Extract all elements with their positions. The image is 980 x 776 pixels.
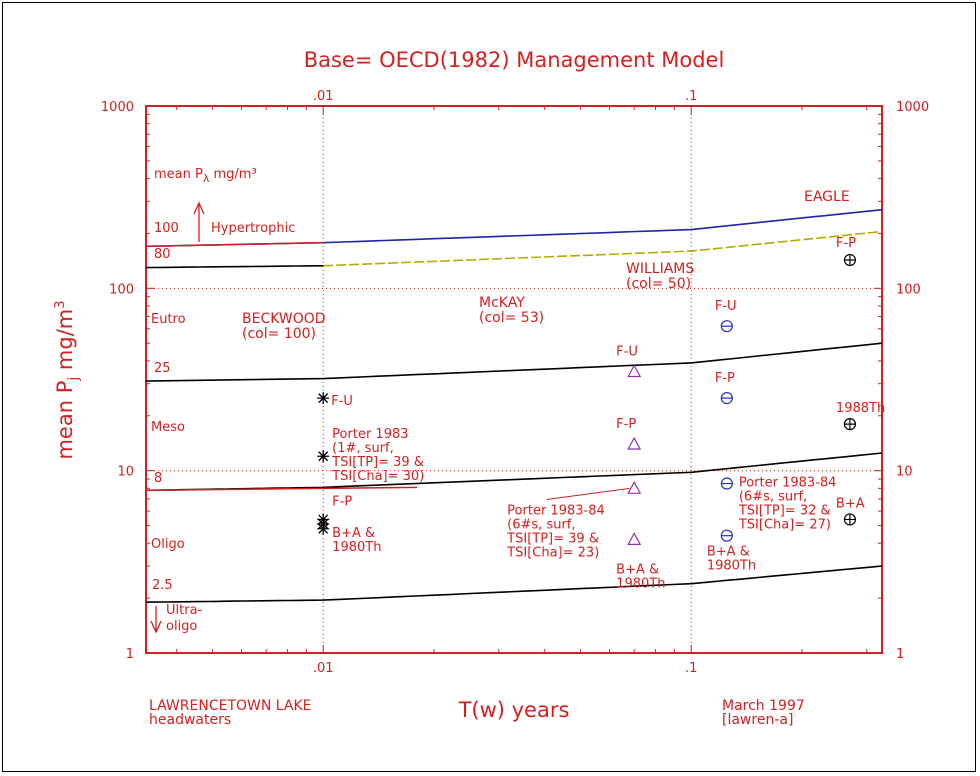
inlet-label: mean Pλ mg/m³: [154, 167, 257, 185]
data-point-circle-plus: [844, 418, 856, 430]
data-point-label: F-P: [836, 236, 856, 251]
data-point-triangle: [627, 532, 642, 545]
data-point-label: F-U: [616, 344, 638, 359]
footer-left: LAWRENCETOWN LAKE: [149, 698, 312, 714]
up-arrow-icon: [193, 201, 205, 242]
trophic-curve: [145, 565, 883, 603]
data-point-label: B+A &: [332, 526, 375, 541]
trophic-curve: [145, 342, 883, 382]
footer-right: [lawren-a]: [722, 712, 793, 728]
down-arrow-icon: [150, 606, 162, 634]
meso-boundary-segment: [145, 486, 418, 492]
trophic-label-eutro: Eutro: [151, 312, 186, 327]
trophic-label-oligo: Oligo: [151, 537, 185, 552]
data-point-label: TSI[Cha]= 30): [331, 469, 424, 484]
data-point-label: B+A: [836, 496, 865, 511]
x-tick-label-top: .01: [313, 89, 334, 104]
y-tick-label-right: 100: [896, 282, 921, 297]
data-point-label: B+A &: [707, 545, 750, 560]
trophic-curve: [323, 230, 883, 267]
data-point-asterisk: [317, 517, 330, 530]
data-point-asterisk: [317, 392, 330, 405]
data-point-label: B+A &: [616, 562, 659, 577]
trophic-value-label: 2.5: [152, 578, 173, 593]
data-point-label: TSI[Cha]= 23): [506, 545, 599, 560]
data-point-label: F-P: [616, 417, 636, 432]
x-tick-label-bottom: .1: [685, 661, 697, 676]
data-point-label: F-U: [331, 394, 353, 409]
y-tick-label-right: 1: [896, 647, 904, 662]
y-tick-label-left: 100: [109, 282, 134, 297]
trophic-label-ultra: oligo: [166, 619, 197, 634]
data-point-asterisk: [317, 450, 330, 463]
footer-left: headwaters: [149, 712, 231, 728]
trophic-label-ultra: Ultra-: [166, 603, 203, 618]
site-label-beckwood: (col= 100): [242, 326, 316, 342]
site-label-mckay: (col= 53): [479, 310, 544, 326]
data-point-label: (6#s, surf,: [739, 490, 807, 505]
data-point-label: 1980Th: [616, 576, 665, 591]
data-point-circle-plus: [844, 513, 856, 525]
chart-title: Base= OECD(1982) Management Model: [304, 48, 725, 72]
data-point-label: Porter 1983-84: [739, 476, 837, 491]
data-point-label: F-U: [715, 299, 737, 314]
y-tick-label-left: 10: [117, 465, 134, 480]
site-label-mckay: McKAY: [479, 295, 525, 311]
data-point-label: Porter 1983: [332, 427, 408, 442]
trophic-label-hypertrophic: Hypertrophic: [211, 221, 295, 236]
y-axis-label: mean Pj mg/m3: [53, 300, 82, 459]
data-point-label: TSI[TP]= 39 &: [506, 531, 599, 546]
data-point-label: F-P: [715, 371, 735, 386]
data-point-label: 1980Th: [332, 540, 381, 555]
data-point-label: TSI[TP]= 32 &: [738, 504, 831, 519]
y-tick-label-left: 1000: [101, 100, 134, 115]
trophic-value-label: 25: [154, 361, 171, 376]
x-tick-label-bottom: .01: [313, 661, 334, 676]
site-label-williams: (col= 50): [626, 276, 691, 292]
plot-area: [145, 105, 883, 654]
data-point-label: 1980Th: [707, 559, 756, 574]
data-point-label: (1#, surf,: [332, 441, 394, 456]
trophic-curve: [145, 265, 324, 269]
data-point-label: Porter 1983-84: [507, 503, 605, 518]
data-point-label: (6#s, surf,: [507, 517, 575, 532]
x-axis-label: T(w) years: [458, 698, 570, 722]
data-point-label: 1988Th: [836, 401, 885, 416]
x-tick-label-top: .1: [685, 89, 697, 104]
trophic-value-label: 80: [154, 247, 171, 262]
data-point-triangle: [627, 436, 642, 450]
data-point-label: TSI[Cha]= 27): [738, 518, 831, 533]
y-tick-label-right: 1000: [896, 100, 929, 115]
site-label-eagle: EAGLE: [804, 189, 850, 205]
y-tick-label-right: 10: [896, 465, 913, 480]
data-point-label: F-P: [332, 494, 352, 509]
data-point-triangle: [627, 364, 642, 378]
trophic-label-meso: Meso: [151, 420, 185, 435]
data-point-circle-plus: [844, 254, 856, 266]
data-point-label: TSI[TP]= 39 &: [331, 455, 424, 470]
y-tick-label-left: 1: [126, 647, 134, 662]
site-label-beckwood: BECKWOOD: [242, 311, 326, 327]
data-point-triangle: [627, 481, 642, 494]
trophic-value-label: 100: [154, 221, 179, 236]
hypertrophic-boundary-segment: [145, 241, 324, 248]
annotation-leader-line: [546, 487, 630, 500]
footer-right: March 1997: [722, 698, 805, 714]
site-label-williams: WILLIAMS: [626, 261, 694, 277]
trophic-value-label: 8: [154, 471, 162, 486]
